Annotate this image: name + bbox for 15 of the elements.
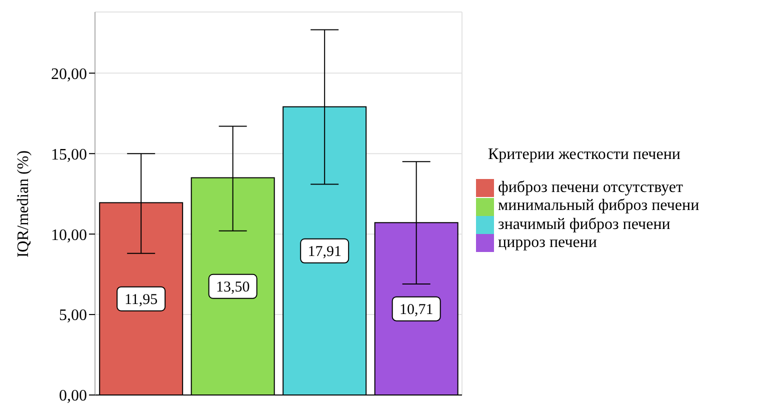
legend-label: минимальный фиброз печени [498, 197, 700, 214]
legend-label: фиброз печени отсутствует [498, 178, 683, 196]
data-label: 17,91 [308, 244, 342, 260]
y-tick-label: 10,00 [51, 226, 87, 244]
legend-label: значимый фиброз печени [498, 216, 670, 232]
y-tick-label: 15,00 [51, 146, 87, 164]
y-tick-label: 5,00 [59, 307, 87, 324]
y-axis-title: IQR/median (%) [15, 150, 33, 258]
data-label: 13,50 [216, 279, 250, 296]
y-tick-label: 20,00 [51, 66, 87, 83]
y-tick-label: 0,00 [59, 388, 87, 405]
legend-label: цирроз печени [498, 234, 597, 251]
legend-title: Критерии жесткости печени [488, 146, 680, 164]
data-label: 11,95 [124, 292, 158, 308]
data-label: 10,71 [399, 302, 434, 318]
